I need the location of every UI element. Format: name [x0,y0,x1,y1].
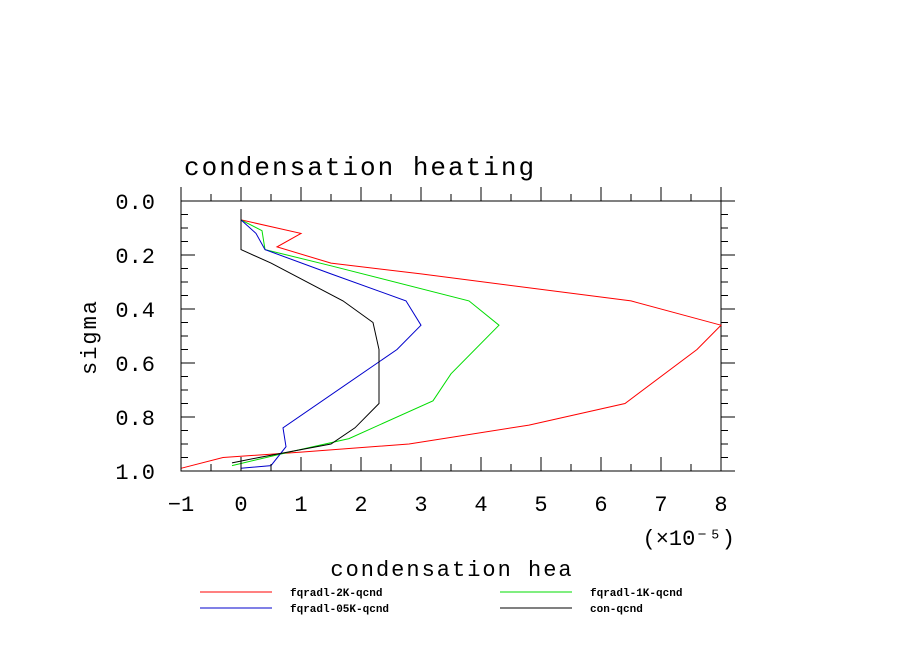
y-tick-label: 0.0 [115,191,155,216]
x-tick-label: 3 [414,493,427,518]
x-axis-label: condensation hea [330,558,573,583]
series-line-1 [231,209,500,467]
x-tick-label: 1 [294,493,307,518]
x-tick-label: 0 [234,493,247,518]
x-scale-label: (×10⁻⁵) [643,527,735,552]
x-tick-label: 7 [654,493,667,518]
legend-label-0: fqradl-2K-qcnd [290,588,382,600]
y-tick-label: 0.4 [115,299,155,324]
plot-frame [180,200,722,472]
legend: fqradl-2K-qcnd fqradl-1K-qcnd fqradl-05K-q… [200,588,682,616]
x-tick-label: 4 [474,493,487,518]
y-tick-label: 0.6 [115,353,155,378]
x-axis: −1 0 1 2 3 4 5 6 7 8 [168,187,728,518]
y-axis: 0.0 0.2 0.4 0.6 0.8 1.0 [115,191,735,486]
series-layer [180,209,722,469]
x-tick-label: 2 [354,493,367,518]
series-line-3 [231,209,380,464]
x-tick-label: 8 [714,493,727,518]
y-tick-label: 0.8 [115,407,155,432]
legend-label-3: con-qcnd [590,604,643,616]
chart-title: condensation heating [184,153,536,183]
x-tick-label: 6 [594,493,607,518]
legend-label-1: fqradl-1K-qcnd [590,588,682,600]
y-axis-label: sigma [78,299,103,375]
x-tick-label: 5 [534,493,547,518]
series-line-0 [180,209,722,469]
legend-label-2: fqradl-05K-qcnd [290,604,389,616]
y-tick-label: 0.2 [115,245,155,270]
y-tick-label: 1.0 [115,461,155,486]
plot-border [180,200,722,472]
series-line-2 [240,209,422,469]
x-tick-label: −1 [168,493,194,518]
